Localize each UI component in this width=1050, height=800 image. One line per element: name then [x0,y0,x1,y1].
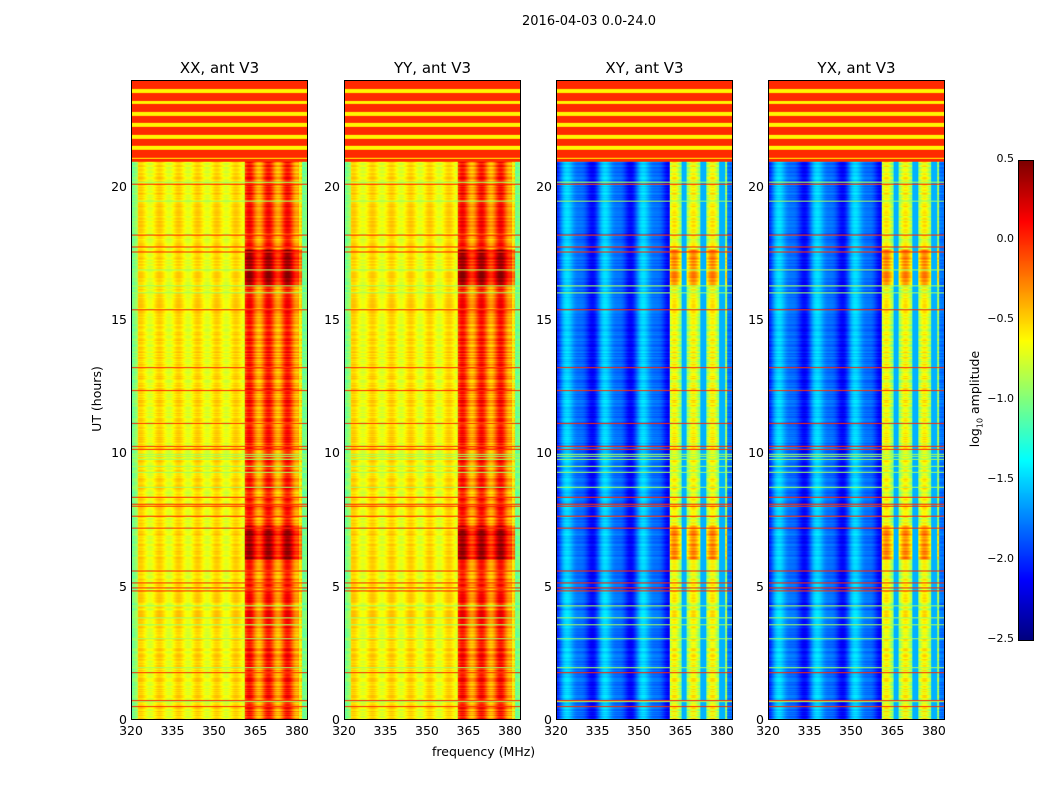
x-tick-label: 335 [160,723,185,738]
heatmap-xx [131,80,308,720]
x-tick-label: 320 [544,723,568,738]
colorbar-tick-label: 0.0 [996,232,1015,245]
panel-title: XX, ant V3 [179,59,260,77]
x-tick-label: 380 [285,723,309,738]
colorbar-tick-label: −1.0 [987,392,1014,405]
colorbar-tick-label: −1.5 [987,472,1014,485]
y-tick-label: 0 [119,712,127,727]
y-tick-label: 5 [544,578,552,594]
colorbar-label-sub: 10 [975,417,985,429]
y-tick-label: 5 [119,578,127,594]
panel-title: YY, ant V3 [393,59,471,77]
panel-title: XY, ant V3 [605,59,684,77]
heatmap-yy [344,80,521,720]
x-tick-label: 350 [202,723,226,738]
y-tick-label: 20 [536,178,552,194]
x-axis-label: frequency (MHz) [432,744,536,759]
x-tick-label: 380 [922,723,946,738]
y-tick-label: 5 [756,578,764,594]
y-tick-label: 20 [324,178,340,194]
heatmap-xy [556,80,733,720]
colorbar-label-rest: amplitude [967,350,982,418]
y-tick-label: 0 [756,712,764,727]
x-tick-label: 335 [585,723,610,738]
y-axis-label: UT (hours) [89,366,104,432]
y-tick-label: 10 [111,445,127,461]
colorbar-tick-label: −2.5 [987,632,1014,645]
y-tick-label: 0 [544,712,552,727]
x-tick-label: 320 [119,723,143,738]
x-tick-label: 365 [668,723,693,738]
x-tick-label: 320 [756,723,780,738]
x-tick-label: 335 [373,723,398,738]
x-tick-label: 380 [710,723,734,738]
y-tick-label: 10 [324,445,340,461]
x-tick-label: 365 [456,723,481,738]
colorbar-tick-label: −0.5 [987,312,1014,325]
x-tick-label: 365 [243,723,268,738]
colorbar [1018,160,1034,641]
colorbar-label-main: log [967,428,982,448]
colorbar-tick-label: 0.5 [996,152,1015,165]
y-tick-label: 10 [748,445,764,461]
y-tick-label: 5 [332,578,340,594]
x-tick-label: 365 [880,723,905,738]
x-tick-label: 350 [627,723,651,738]
y-tick-label: 20 [748,178,764,194]
y-tick-label: 20 [111,178,127,194]
x-tick-label: 335 [797,723,822,738]
heatmap-yx [768,80,945,720]
figure-title: 2016-04-03 0.0-24.0 [522,14,656,29]
colorbar-tick-label: −2.0 [987,552,1014,565]
panel-title: YX, ant V3 [817,59,896,77]
y-tick-label: 0 [332,712,340,727]
y-tick-label: 15 [536,312,552,327]
x-tick-label: 380 [498,723,522,738]
y-tick-label: 10 [536,445,552,461]
y-tick-label: 15 [748,312,764,327]
y-tick-label: 15 [111,312,127,327]
y-tick-label: 15 [324,312,340,327]
x-tick-label: 350 [415,723,439,738]
x-tick-label: 320 [332,723,356,738]
x-tick-label: 350 [839,723,863,738]
